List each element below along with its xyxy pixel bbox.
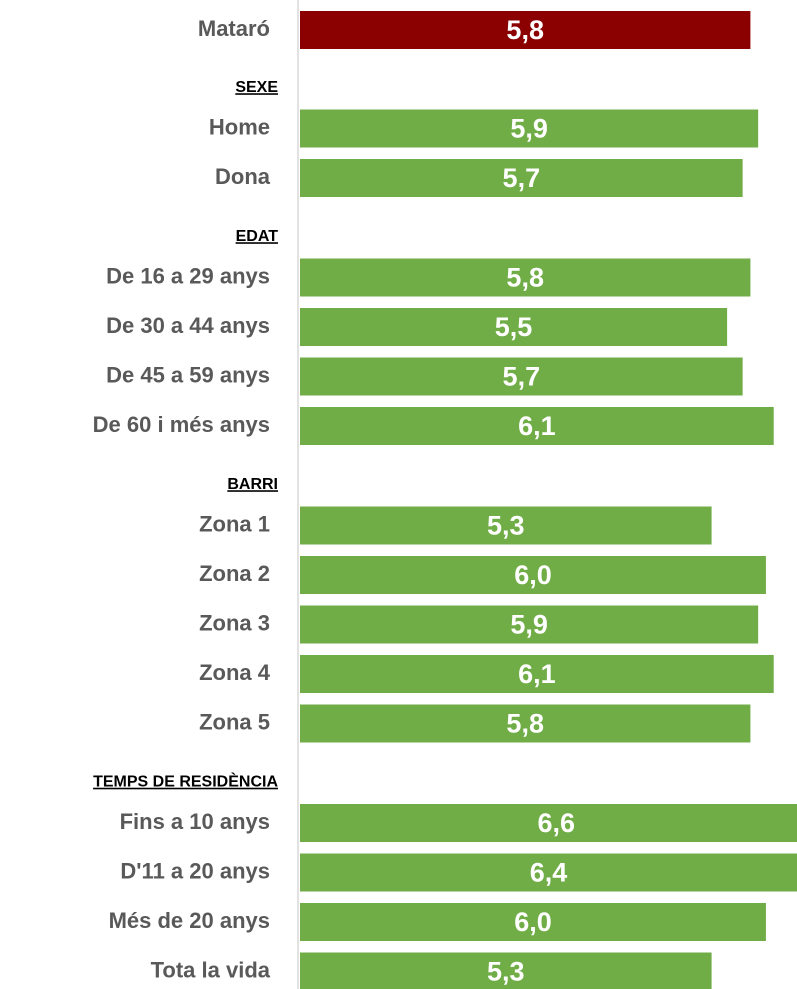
- category-label: De 45 a 59 anys: [106, 362, 270, 387]
- bar: [300, 11, 751, 49]
- category-label: Zona 3: [199, 610, 270, 635]
- category-label: Zona 2: [199, 561, 270, 586]
- category-label: Zona 1: [199, 511, 270, 536]
- bar: [300, 853, 797, 892]
- value-label: 5,8: [506, 15, 544, 45]
- bar: [300, 357, 743, 396]
- bar: [300, 308, 728, 346]
- value-label: 5,3: [487, 957, 525, 987]
- value-label: 6,1: [518, 411, 556, 441]
- category-label: De 60 i més anys: [93, 412, 270, 437]
- bar: [300, 903, 766, 941]
- value-label: 6,0: [514, 560, 552, 590]
- bar: [300, 159, 743, 197]
- bar: [300, 407, 774, 445]
- bar: [300, 556, 766, 594]
- group-header: TEMPS DE RESIDÈNCIA: [93, 772, 278, 791]
- value-label: 5,5: [495, 312, 533, 342]
- group-header: BARRI: [227, 476, 278, 493]
- group-header: EDAT: [236, 228, 279, 245]
- bar: [300, 605, 759, 644]
- category-label: Fins a 10 anys: [120, 809, 270, 834]
- category-label: Home: [209, 114, 270, 139]
- bar: [300, 258, 751, 297]
- value-label: 5,8: [506, 263, 544, 293]
- value-label: 5,8: [506, 709, 544, 739]
- category-label: Tota la vida: [151, 957, 271, 982]
- value-label: 6,4: [530, 858, 568, 888]
- value-label: 5,9: [510, 114, 548, 144]
- bar: [300, 952, 712, 989]
- category-label: Dona: [215, 164, 271, 189]
- bar: [300, 506, 712, 545]
- value-label: 5,7: [503, 362, 541, 392]
- value-label: 6,6: [537, 808, 575, 838]
- value-label: 5,7: [503, 163, 541, 193]
- category-label: Més de 20 anys: [109, 908, 270, 933]
- bar: [300, 655, 774, 693]
- category-label: Mataró: [198, 16, 270, 41]
- category-label: Zona 5: [199, 709, 270, 734]
- category-label: De 30 a 44 anys: [106, 313, 270, 338]
- bar: [300, 704, 751, 743]
- bar: [300, 804, 797, 842]
- category-label: De 16 a 29 anys: [106, 263, 270, 288]
- value-label: 5,3: [487, 511, 525, 541]
- bar: [300, 109, 759, 148]
- value-label: 6,1: [518, 659, 556, 689]
- group-header: SEXE: [235, 79, 278, 96]
- value-label: 5,9: [510, 610, 548, 640]
- category-label: Zona 4: [199, 660, 271, 685]
- category-label: D'11 a 20 anys: [120, 858, 270, 883]
- value-label: 6,0: [514, 907, 552, 937]
